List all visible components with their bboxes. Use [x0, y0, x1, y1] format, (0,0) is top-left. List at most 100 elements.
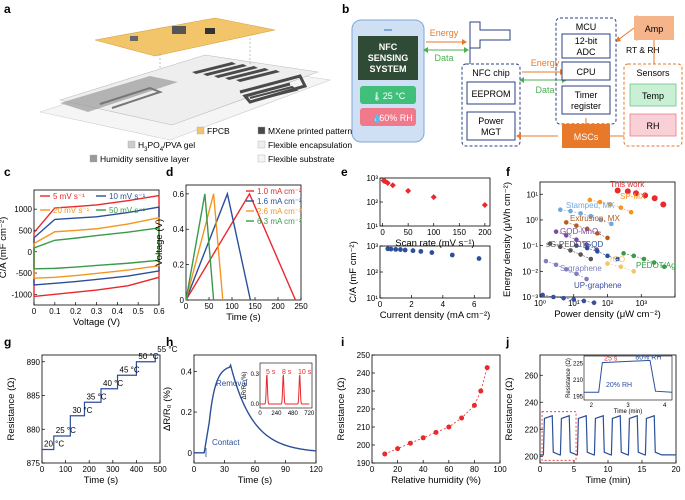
legend-swatch [127, 140, 136, 149]
inset-trace [260, 374, 310, 405]
x-tick-label: 30 [220, 465, 229, 474]
y-tick-label: 210 [357, 423, 371, 432]
temp-readout [360, 86, 416, 104]
trend-line [542, 294, 595, 303]
y-tick-label: 240 [525, 398, 539, 407]
data-point [478, 388, 484, 394]
inset-x-tick: 2 [590, 403, 594, 409]
data-point [651, 195, 658, 202]
cv-curve [33, 227, 160, 270]
plot-frame [371, 354, 501, 464]
x-tick-label: 10¹ [568, 299, 580, 308]
x-tick-label: 60 [251, 465, 260, 474]
timer-box [561, 85, 611, 115]
timer-label: register [571, 101, 601, 111]
y-tick-label: -500 [16, 269, 33, 278]
y-tick-label: 880 [27, 425, 41, 434]
mxene-pattern [236, 70, 280, 82]
trend-line [576, 245, 618, 260]
phone-title: SENSING [368, 53, 409, 63]
y-tick-label: 10² [366, 198, 378, 207]
trend-line [623, 253, 665, 268]
gcd-curve [185, 193, 215, 301]
series-label: GQD-MnO₂ [560, 227, 601, 236]
plot-frame [379, 177, 491, 227]
series-label: GQD [585, 240, 603, 249]
adc-label: ADC [576, 47, 596, 57]
y-tick-label: 0.2 [173, 261, 185, 270]
data-point [615, 256, 620, 262]
removal-annotation: Removal [216, 379, 248, 388]
legend-swatch [196, 126, 205, 135]
data-point [624, 188, 631, 195]
chip [205, 28, 215, 34]
data-point [633, 190, 640, 197]
legend-label-a: MXene printed pattern [268, 126, 352, 136]
y-tick-label: 230 [357, 387, 371, 396]
data-point [584, 276, 589, 282]
y-tick-label: 190 [357, 459, 371, 468]
gcd-curve [185, 192, 297, 301]
mxene-pattern [203, 64, 247, 76]
eeprom-label: EEPROM [471, 89, 510, 99]
temp-value: 25 °C [383, 91, 406, 101]
data-point [591, 300, 597, 305]
x-tick-label: 0.1 [49, 307, 61, 316]
temperature-label: 30 °C [72, 406, 92, 415]
y-tick-label: 10⁻¹ [522, 242, 538, 251]
arrowhead [423, 47, 428, 53]
x-tick-label: 10² [602, 299, 614, 308]
chart-e_top: 0 50 100 150 200 10¹ 10² 10³ Scan rate (mV s⁻¹) [366, 174, 492, 249]
cycle-trace [540, 414, 676, 456]
data-point [581, 298, 587, 304]
x-tick-label: 0 [40, 465, 45, 474]
data-point [433, 429, 439, 435]
x-tick-label: 0 [538, 465, 543, 474]
data-point [382, 451, 388, 457]
series-label: Extrusion, MX [570, 214, 620, 223]
antenna-icon [469, 21, 511, 64]
legend-swatch [257, 126, 266, 135]
data-point [481, 201, 488, 208]
y-tick-label: 10¹ [366, 222, 378, 231]
inset-x-tick: 4 [663, 403, 667, 409]
chart-j: 0 5 10 15 20 200 220 240 260 Time (min) Resistance… [504, 354, 681, 486]
legend-label-a: Flexible encapsulation [268, 140, 352, 150]
data-point [388, 246, 394, 252]
x-tick-label: 50 [404, 228, 413, 237]
inset-y-label: Resistance (Ω) [566, 358, 572, 398]
mxene-pattern [225, 68, 269, 80]
legend-label-a: Flexible substrate [268, 154, 335, 164]
data-point [449, 252, 455, 258]
amp-box [634, 16, 674, 40]
x-axis-label: Power density (μW cm⁻²) [554, 309, 661, 320]
y-tick-label: 890 [27, 358, 41, 367]
data-point [407, 440, 413, 446]
panel-letter-f: f [506, 165, 511, 179]
inset-y-tick: 210 [573, 378, 584, 384]
inset-y-tick: 0.3 [251, 372, 260, 378]
temperature-label: 55 °C [157, 345, 177, 354]
eeprom-box [466, 81, 516, 105]
cv-curve [33, 194, 160, 298]
inset-x-label: Time (min) [614, 409, 642, 415]
y-tick-label: 875 [27, 459, 41, 468]
x-tick-label: 400 [130, 465, 144, 474]
x-tick-label: 6 [472, 300, 477, 309]
mxene-pattern [192, 62, 236, 74]
x-tick-label: 0.5 [133, 307, 145, 316]
data-point [476, 256, 482, 261]
y-tick-label: 200 [357, 441, 371, 450]
x-tick-label: 40 [419, 465, 428, 474]
x-tick-label: 100 [59, 465, 73, 474]
zoom-region [541, 411, 577, 461]
y-tick-label: 200 [525, 452, 539, 461]
data-point [389, 182, 396, 189]
y-tick-label: 220 [525, 425, 539, 434]
x-tick-label: 2 [409, 300, 414, 309]
adc-box [561, 33, 611, 59]
panel-letter-b: b [342, 2, 349, 16]
phone-title: NFC [379, 42, 398, 52]
x-tick-label: 0.2 [70, 307, 82, 316]
